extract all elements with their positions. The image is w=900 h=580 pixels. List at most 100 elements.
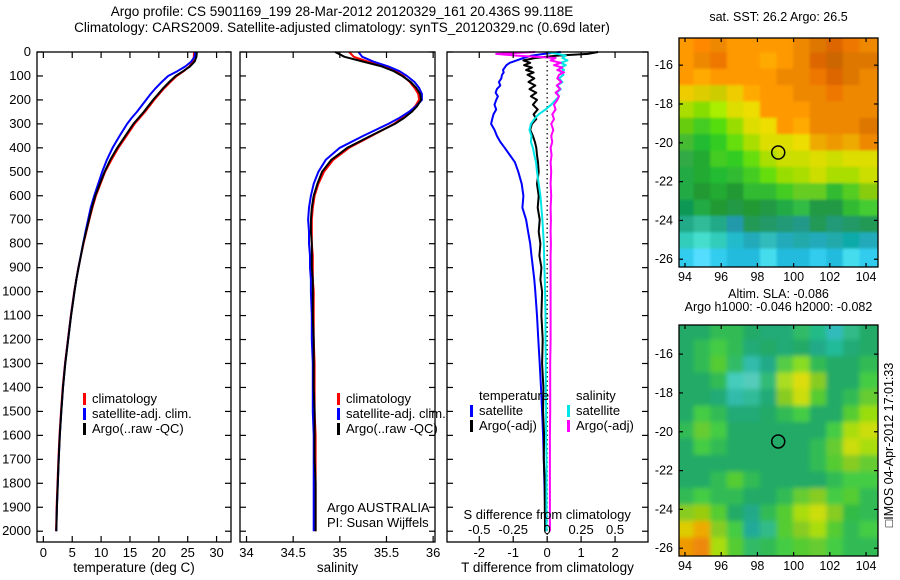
map-cell [776,52,798,73]
map-cell [726,455,748,476]
depth-tick-label: 700 [9,212,31,227]
map-cell [710,199,731,220]
map-cell [859,85,878,106]
map-cell [710,356,731,377]
map-cell [842,134,864,155]
map-cell [842,405,864,426]
map-cell [710,521,731,542]
map-cell [842,199,864,220]
map-cell [793,248,814,267]
map-cell [710,537,731,556]
map-cell [859,101,878,122]
map-x-tick-label: 102 [819,559,840,573]
map-cell [842,166,864,188]
map-cell [793,339,814,360]
map-cell [793,325,814,344]
map-cell [693,372,715,393]
map-cell [710,101,731,122]
legend-item: satellite [567,403,634,418]
sla-map-title-line1: Altim. SLA: -0.086 [728,287,829,301]
map-cell [776,405,798,426]
map-cell [726,150,748,171]
map-cell [826,101,847,122]
map-cell [693,389,715,410]
difference-legend-salinity: salinity satellite Argo(-adj) [567,388,634,433]
map-cell [826,134,847,155]
map-cell [726,232,748,253]
map-cell [679,339,698,360]
map-cell [743,471,764,492]
series-line-s_satellite [528,51,569,532]
map-cell [793,488,814,509]
depth-tick-label: 1900 [2,499,31,514]
imos-watermark: □IMOS 04-Apr-2012 17:01:33 [882,362,896,528]
map-cell [826,471,847,492]
map-cell [693,405,715,426]
map-cell [743,325,764,344]
map-cell [842,325,864,344]
map-cell [776,117,798,139]
map-cell [859,504,878,525]
x-tick-label: 20 [152,545,166,560]
map-cell [826,248,847,267]
map-cell [679,38,698,57]
map-cell [809,85,831,106]
map-y-tick-label: -20 [655,136,673,150]
map-cell [693,150,715,171]
s-tick-label: -0.25 [498,522,528,537]
map-cell [859,183,878,204]
map-cell [809,471,831,492]
map-cell [679,438,698,459]
legend-item: satellite-adj. clim. [337,406,446,421]
map-cell [726,488,748,509]
depth-tick-label: 0 [24,44,31,59]
map-cell [859,117,878,139]
map-cell [693,422,715,443]
s-tick-label: 0.5 [606,522,624,537]
map-cell [759,85,781,106]
map-cell [826,389,847,410]
map-cell [842,248,864,267]
float-position-marker [770,145,786,160]
map-cell [726,325,748,344]
map-cell [726,183,748,204]
series-line-satellite_adj_clim [307,51,423,532]
s-difference-axis-label: S difference from climatology [463,507,631,522]
map-y-tick-label: -16 [655,58,673,72]
legend-item: climatology [83,391,192,406]
x-tick-label: 36 [426,545,440,560]
map-cell [693,438,715,459]
map-x-tick-label: 104 [856,270,877,284]
map-cell [743,166,764,188]
depth-tick-label: 1000 [2,284,31,299]
map-cell [776,356,798,377]
legend-label: climatology [346,391,412,406]
map-cell [776,101,798,122]
temperature-profile-legend: climatology satellite-adj. clim. Argo(..… [83,391,192,436]
map-cell [842,521,864,542]
difference-legend-temperature: temperature satellite Argo(-adj) [470,388,549,433]
map-cell [842,52,864,73]
map-y-tick-label: -22 [655,175,673,189]
map-cell [679,199,698,220]
map-cell [693,504,715,525]
map-cell [710,38,731,57]
figure-title-line2: Climatology: CARS2009. Satellite-adjuste… [74,20,610,35]
map-cell [726,422,748,443]
map-cell [710,504,731,525]
map-cell [743,372,764,393]
map-cell [776,85,798,106]
map-cell [776,325,798,344]
map-cell [809,438,831,459]
s-argo-swatch-icon [567,419,570,432]
map-cell [842,183,864,204]
map-cell [859,215,878,237]
map-x-tick-label: 96 [714,270,728,284]
map-cell [693,166,715,188]
map-cell [793,166,814,188]
map-cell [743,117,764,139]
map-cell [859,405,878,426]
s-satellite-swatch-icon [567,404,570,417]
map-cell [809,521,831,542]
map-cell [842,232,864,253]
